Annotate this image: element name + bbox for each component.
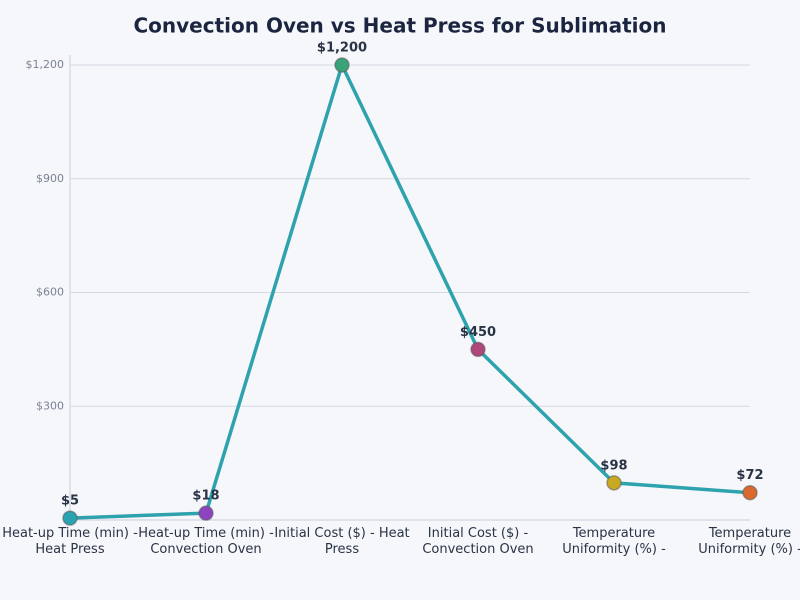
- x-tick-label: Temperature Uniformity (%) -: [562, 526, 666, 557]
- point: [606, 475, 622, 491]
- point: [334, 57, 350, 73]
- point: [198, 505, 214, 521]
- line: [69, 63, 751, 520]
- y-tick-label: $900: [36, 172, 64, 185]
- x-tick-label: Heat-up Time (min) - Heat Press: [2, 526, 138, 557]
- x-tick-label: Heat-up Time (min) - Convection Oven: [138, 526, 274, 557]
- y-tick-label: $1,200: [26, 58, 65, 71]
- y-tick-label: $600: [36, 286, 64, 299]
- value-label: $18: [192, 489, 219, 504]
- value-label: $5: [61, 494, 79, 509]
- point: [62, 510, 78, 526]
- x-tick-label: Initial Cost ($) - Convection Oven: [422, 526, 534, 557]
- value-label: $1,200: [317, 41, 367, 56]
- value-label: $98: [600, 458, 627, 473]
- point: [470, 341, 486, 358]
- value-label: $450: [460, 325, 496, 340]
- value-label: $72: [736, 468, 763, 483]
- y-tick-label: $300: [36, 399, 64, 412]
- x-tick-label: Temperature Uniformity (%) -: [698, 526, 800, 557]
- point: [742, 484, 758, 501]
- x-tick-label: Initial Cost ($) - Heat Press: [274, 526, 410, 557]
- chart-title: Convection Oven vs Heat Press for Sublim…: [133, 14, 666, 38]
